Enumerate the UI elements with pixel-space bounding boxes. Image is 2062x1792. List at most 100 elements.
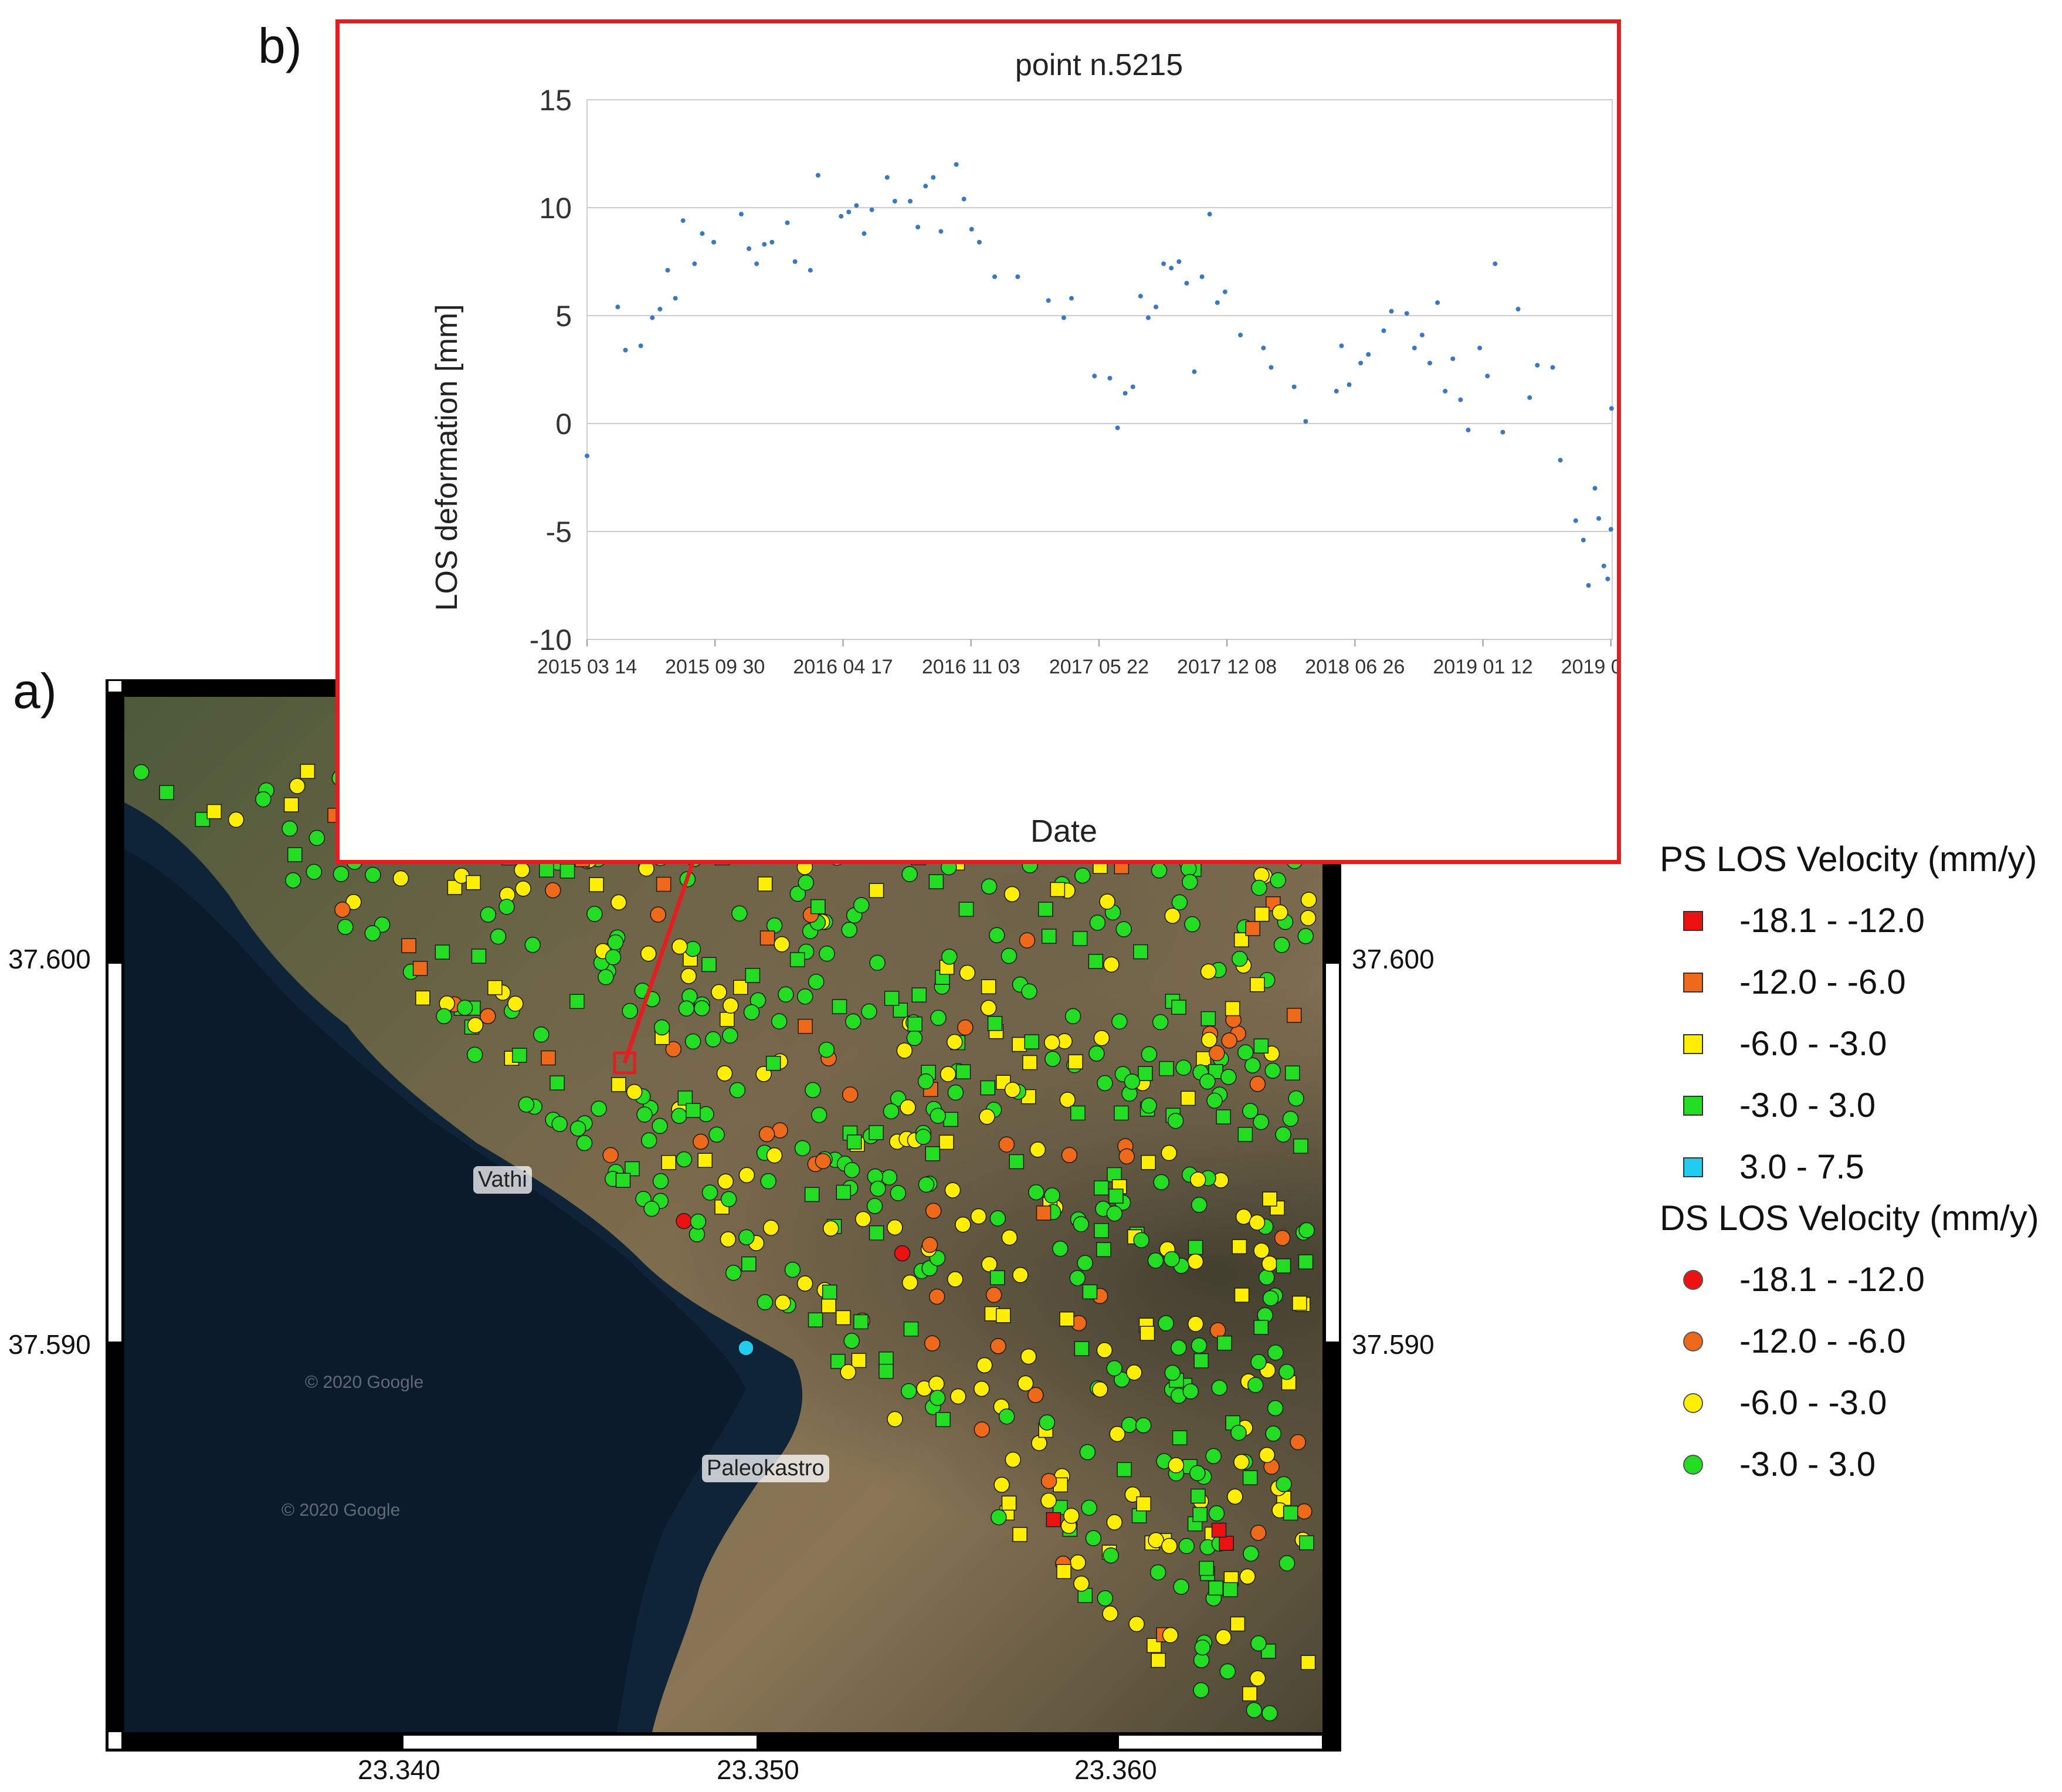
deformation-point <box>923 184 928 189</box>
ps-legend-label: -12.0 - -6.0 <box>1739 963 1906 1001</box>
ps-point <box>1300 1655 1316 1671</box>
ds-point <box>1290 1434 1306 1451</box>
ds-point <box>694 1000 710 1017</box>
ds-point <box>1012 1266 1029 1283</box>
ds-point <box>650 906 666 923</box>
ps-point <box>1141 1154 1156 1170</box>
ds-point <box>725 1265 742 1281</box>
ds-point <box>1115 921 1132 937</box>
ds-point <box>890 1185 907 1201</box>
deformation-point <box>969 226 974 232</box>
ds-point <box>285 872 301 889</box>
ds-point <box>758 1126 775 1143</box>
ps-point <box>1232 1239 1247 1255</box>
deformation-point <box>892 198 897 204</box>
ds-point <box>365 866 381 883</box>
ds-point <box>887 1411 903 1428</box>
ps-point <box>980 1080 996 1096</box>
ds-point <box>1020 1348 1037 1365</box>
ps-point <box>1056 1564 1071 1579</box>
ds-point <box>1227 1488 1243 1505</box>
lat-tick-label: 37.590 <box>8 1329 91 1360</box>
ps-point <box>471 948 487 964</box>
ds-point <box>1052 1241 1069 1257</box>
ds-point <box>928 1376 945 1392</box>
lat-tick-label-right: 37.590 <box>1352 1329 1434 1360</box>
ds-point <box>974 1380 990 1397</box>
ds-point <box>901 1274 918 1291</box>
deformation-point <box>808 267 813 273</box>
ps-point <box>939 1134 954 1150</box>
ds-point <box>1158 1315 1174 1332</box>
ds-point <box>947 1271 964 1288</box>
ds-point <box>533 1026 550 1043</box>
ds-point <box>1191 1337 1208 1354</box>
ds-legend-label: -18.1 - -12.0 <box>1739 1261 1925 1299</box>
ps-point <box>1242 1470 1258 1485</box>
ps-point <box>1200 1011 1216 1027</box>
deformation-point <box>839 214 844 219</box>
ds-legend-label: -6.0 - -3.0 <box>1739 1384 1887 1422</box>
deformation-point <box>1092 374 1097 379</box>
ps-point <box>1283 1505 1298 1521</box>
ps-point <box>1276 1258 1291 1273</box>
ds-point <box>928 1288 945 1305</box>
ps-point <box>987 1016 1003 1031</box>
ps-legend-label: -6.0 - -3.0 <box>1739 1025 1887 1063</box>
ds-point <box>436 1008 452 1025</box>
ds-point <box>1237 1044 1254 1061</box>
chart-grid <box>586 99 1613 640</box>
deformation-point <box>1527 395 1532 400</box>
ps-point <box>996 1308 1011 1323</box>
ds-point <box>1208 1505 1225 1522</box>
ds-point <box>1097 1590 1114 1607</box>
ps-point <box>1024 1034 1039 1049</box>
ds-point <box>1298 1222 1315 1239</box>
ds-point <box>998 1408 1015 1425</box>
ps-point <box>1138 1066 1153 1081</box>
satellite-map[interactable]: Vathi Paleokastro © 2020 Google © 2020 G… <box>124 697 1322 1732</box>
ps-point <box>1082 1284 1098 1300</box>
ds-point <box>974 1421 991 1438</box>
deformation-point <box>869 207 874 212</box>
ds-point <box>722 1027 738 1044</box>
ds-point <box>1265 1425 1281 1442</box>
ds-point <box>1152 1014 1169 1031</box>
ds-point <box>1211 1380 1227 1396</box>
y-tick-label: -10 <box>530 624 572 656</box>
ds-point <box>498 899 515 915</box>
ds-point <box>894 1245 911 1262</box>
x-tick-label: 2017 12 08 <box>1177 656 1277 678</box>
ds-point <box>796 988 813 1005</box>
ds-point <box>678 1000 695 1017</box>
ps-point <box>677 1090 693 1106</box>
chart-x-axis-label: Date <box>1030 814 1097 849</box>
deformation-point <box>1586 583 1591 588</box>
ds-point <box>1164 907 1181 924</box>
deformation-point <box>1366 352 1371 357</box>
ds-point <box>1262 1290 1279 1306</box>
ds-point <box>337 919 354 936</box>
ps-point <box>1093 1180 1109 1196</box>
ps-point <box>1171 1000 1186 1015</box>
deformation-point <box>1161 261 1166 266</box>
ds-point <box>1247 1377 1264 1393</box>
ds-point <box>1147 1252 1164 1269</box>
ds-point <box>602 1147 619 1164</box>
ds-point <box>1096 1342 1113 1359</box>
ps-point <box>869 1125 884 1140</box>
ds-point <box>640 945 657 962</box>
ds-point <box>842 1086 859 1103</box>
ds-legend-item: -6.0 - -3.0 <box>1660 1372 2058 1434</box>
ds-point <box>1300 910 1317 926</box>
ds-point <box>636 1106 653 1123</box>
ds-point <box>896 1042 913 1059</box>
ds-point <box>930 1107 947 1124</box>
ds-point <box>1300 892 1317 908</box>
ds-point <box>1128 1615 1145 1632</box>
ds-point <box>1167 1113 1184 1129</box>
deformation-point <box>1238 333 1243 338</box>
ds-point <box>1244 1057 1261 1073</box>
ds-point <box>701 1184 718 1201</box>
deformation-point <box>680 218 686 223</box>
